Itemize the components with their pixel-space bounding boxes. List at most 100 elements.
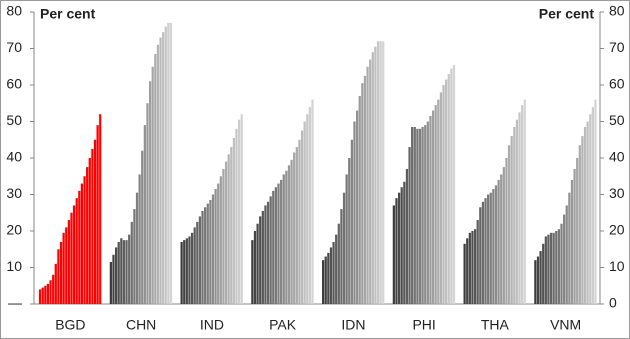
bar	[327, 252, 330, 304]
bar	[421, 126, 424, 304]
x-tick-label: THA	[481, 317, 510, 333]
bar	[429, 116, 432, 305]
bar	[146, 103, 149, 304]
bar	[287, 165, 291, 304]
bar	[591, 106, 594, 305]
bar	[447, 74, 450, 304]
bar	[439, 92, 443, 304]
y2-tick-label: 40	[609, 149, 625, 165]
bar	[510, 136, 513, 304]
bar	[227, 154, 230, 304]
bar	[96, 125, 99, 305]
bar	[272, 190, 275, 304]
bar	[500, 174, 503, 304]
bar	[434, 105, 437, 304]
bar	[340, 209, 343, 304]
bar	[324, 256, 327, 304]
bar	[306, 114, 309, 304]
bar	[426, 121, 429, 304]
bar	[539, 251, 542, 304]
bar	[261, 210, 264, 304]
bar	[130, 221, 133, 304]
bar	[492, 189, 495, 304]
x-tick-label: BGD	[55, 317, 85, 333]
bar	[379, 41, 382, 304]
bar	[59, 241, 63, 304]
y-tick-label: 30	[6, 185, 22, 201]
y-tick-label: 40	[6, 149, 22, 165]
bar	[583, 126, 587, 304]
bar	[578, 145, 581, 304]
bar	[573, 168, 576, 304]
bar	[300, 130, 304, 304]
bar	[361, 83, 364, 304]
x-tick-label: IND	[200, 317, 224, 333]
bar	[154, 53, 157, 304]
x-tick-label: PAK	[269, 317, 297, 333]
bar	[148, 81, 152, 304]
bar	[452, 64, 456, 304]
bar	[285, 170, 288, 304]
bar	[586, 121, 589, 304]
bar	[473, 229, 477, 304]
bar	[366, 66, 369, 304]
bar	[204, 207, 207, 304]
bar	[332, 241, 335, 304]
bar	[481, 201, 485, 304]
bar	[290, 159, 293, 304]
bar	[536, 256, 540, 304]
bar	[400, 187, 403, 304]
bar	[78, 190, 81, 304]
bar	[484, 198, 487, 304]
bar	[122, 240, 126, 304]
bar	[83, 176, 86, 304]
bar	[91, 148, 94, 304]
bar	[303, 121, 306, 304]
bar	[335, 234, 338, 304]
bar	[117, 241, 120, 304]
y2-label: Per cent	[539, 6, 595, 22]
bar	[120, 238, 123, 304]
bar	[46, 283, 50, 304]
bar	[392, 205, 395, 304]
bar	[534, 260, 537, 304]
bar	[322, 260, 325, 304]
bar	[196, 221, 199, 304]
bar	[128, 234, 131, 304]
bar	[52, 274, 55, 304]
bar	[418, 128, 422, 304]
bar	[188, 236, 191, 304]
bar	[476, 220, 479, 304]
bar	[185, 238, 188, 304]
bar	[75, 198, 78, 304]
bar	[298, 139, 301, 304]
y2-tick-label: 0	[609, 295, 617, 311]
bar	[251, 240, 254, 304]
bar	[80, 183, 84, 304]
bar	[295, 147, 298, 304]
bar	[342, 192, 346, 304]
bar	[489, 192, 492, 304]
bar	[350, 139, 353, 304]
bar	[143, 125, 146, 305]
y-tick-label: —	[8, 295, 22, 311]
bar	[86, 167, 89, 304]
bar	[44, 285, 47, 304]
bar	[442, 85, 445, 304]
bar	[114, 247, 118, 304]
bar	[72, 205, 76, 304]
bar	[41, 287, 44, 304]
bar	[109, 262, 112, 304]
bar	[557, 229, 561, 304]
bar	[471, 231, 474, 304]
bar	[264, 205, 267, 304]
bar	[201, 210, 204, 304]
y-label: Per cent	[40, 6, 96, 22]
bar	[93, 139, 97, 304]
bar	[308, 106, 311, 305]
bar	[180, 241, 183, 304]
bar	[141, 150, 144, 304]
bar	[371, 52, 374, 305]
bar	[413, 126, 416, 304]
